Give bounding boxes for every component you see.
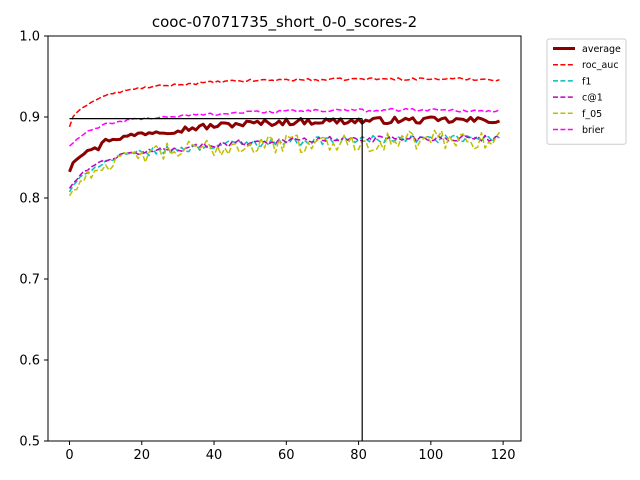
series-line-brier [69, 107, 500, 147]
y-tick-label: 0.5 [19, 435, 40, 450]
x-tick-label: 40 [206, 448, 223, 463]
x-tick-label: 80 [350, 448, 367, 463]
y-axis: 0.5 0.6 0.7 0.8 0.9 1.0 [19, 30, 48, 450]
series-line-roc-auc [68, 77, 500, 128]
x-tick-label: 20 [133, 448, 150, 463]
legend-label: average [582, 44, 621, 55]
y-tick-label: 0.7 [19, 273, 40, 288]
x-tick-label: 60 [278, 448, 295, 463]
x-tick-label: 120 [491, 448, 516, 463]
legend-label: f_05 [582, 109, 602, 120]
legend-label: brier [582, 125, 604, 136]
x-tick-label: 100 [418, 448, 443, 463]
y-tick-label: 1.0 [19, 30, 40, 45]
y-tick-label: 0.9 [19, 111, 40, 126]
legend-label: f1 [582, 76, 591, 87]
x-tick-label: 0 [65, 448, 73, 463]
series-line-c-1 [68, 134, 500, 189]
legend-label: roc_auc [582, 60, 619, 71]
y-tick-label: 0.8 [19, 192, 40, 207]
series-line-f-05 [68, 129, 501, 197]
y-tick-label: 0.6 [19, 354, 40, 369]
reference-lines [69, 118, 363, 441]
legend-box [546, 38, 627, 145]
plot-frame [47, 35, 522, 442]
plot-lines [68, 77, 501, 197]
chart-title: cooc-07071735_short_0-0_scores-2 [152, 13, 417, 32]
legend-label: c@1 [582, 93, 603, 104]
series-line-average [68, 115, 501, 173]
x-axis: 0 20 40 60 80 100 120 [65, 441, 516, 463]
